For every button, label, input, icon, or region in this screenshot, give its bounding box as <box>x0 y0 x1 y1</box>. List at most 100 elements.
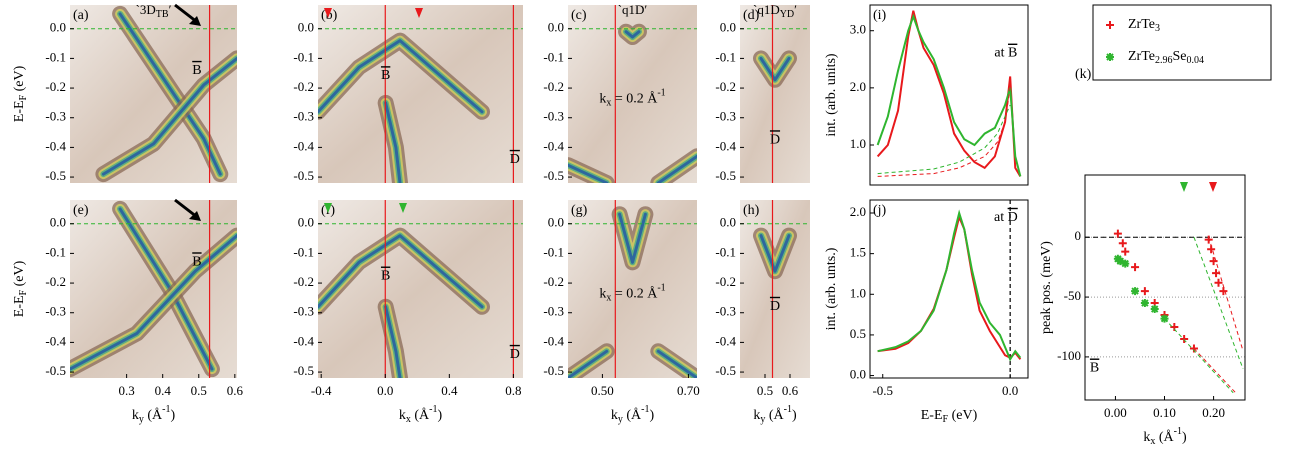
spectrum-image <box>740 200 810 378</box>
text-part: B <box>192 63 201 78</box>
y-tick-label: 1.0 <box>850 136 866 151</box>
spectral-band <box>759 56 791 82</box>
arrow-head <box>189 16 201 26</box>
spectral-band <box>656 154 697 183</box>
panel-label: (c) <box>571 8 587 23</box>
x-tick-label: 0.0 <box>377 383 393 398</box>
y-tick-label: -0.3 <box>543 109 564 124</box>
y-tick-label: -0.2 <box>293 79 314 94</box>
y-tick-label: 3.0 <box>850 22 866 37</box>
text-part: -1 <box>1174 426 1182 437</box>
plot-frame <box>869 4 1029 186</box>
y-tick-label: 0 <box>1075 228 1082 243</box>
panel-title: `q1D′ <box>618 2 648 17</box>
y-axis-label: int. (arb. unts.) <box>824 247 839 330</box>
text-part: y <box>618 414 623 425</box>
y-tick-label: -0.3 <box>45 304 66 319</box>
text-part: -1 <box>162 404 170 415</box>
text-part: x <box>606 98 611 109</box>
x-axis-label: ky (Å-1) <box>132 404 176 425</box>
y-tick-label: 0.0 <box>298 20 314 35</box>
panel <box>318 200 523 378</box>
annotation: B <box>192 255 201 270</box>
annotation: D <box>510 152 520 167</box>
text-part: k <box>611 408 618 423</box>
text-part: = 0.2 Å <box>611 286 658 302</box>
y-tick-label: -0.4 <box>715 138 736 153</box>
text-part: B <box>1090 361 1099 376</box>
spectral-band <box>624 30 641 39</box>
fit-line <box>1193 348 1237 394</box>
panel-label: (h) <box>743 203 760 218</box>
arrow-head <box>399 203 407 213</box>
text-part: `q1D <box>753 2 780 17</box>
text-part: B <box>1008 46 1017 61</box>
y-tick-label: -0.5 <box>543 363 564 378</box>
text-part: -1 <box>429 404 437 415</box>
text-part: (eV) <box>12 65 27 94</box>
y-tick-label: -0.5 <box>45 363 66 378</box>
arrow-head <box>324 203 332 213</box>
text-part: ) <box>437 408 442 423</box>
y-tick-label: -0.1 <box>543 244 564 259</box>
spectrum-line <box>877 209 1022 362</box>
annotation: B <box>381 269 390 284</box>
data-point <box>1121 247 1130 256</box>
text-part: y <box>139 414 144 425</box>
spectrum-image <box>740 5 810 183</box>
legend-label: ZrTe2.96Se0.04 <box>1128 49 1204 66</box>
data-point <box>1113 229 1122 238</box>
x-tick-label: 0.20 <box>1202 405 1225 420</box>
panel <box>1085 229 1245 394</box>
x-tick-label: 0.70 <box>677 383 700 398</box>
data-point <box>1118 239 1127 248</box>
spectrum-image <box>318 5 523 183</box>
y-tick-label: -0.4 <box>45 138 66 153</box>
text-part: k <box>599 287 606 302</box>
y-tick-label: -0.3 <box>715 109 736 124</box>
y-tick-label: 0.0 <box>720 20 736 35</box>
y-tick-label: 0.0 <box>50 215 66 230</box>
text-part: D <box>510 347 520 362</box>
text-part: k <box>1143 430 1150 445</box>
annotation: at D <box>994 210 1018 225</box>
y-tick-label: -0.2 <box>45 79 66 94</box>
text-part: ) <box>792 408 797 423</box>
text-part: -1 <box>657 283 665 294</box>
annotation: B <box>192 63 201 78</box>
y-tick-label: 0.0 <box>548 20 564 35</box>
legend-box <box>1092 4 1272 81</box>
y-tick-label: -0.3 <box>543 304 564 319</box>
text-part: D <box>510 152 520 167</box>
y-tick-label: 0.0 <box>548 215 564 230</box>
spectral-band <box>618 212 647 264</box>
panel <box>70 5 237 183</box>
y-tick-label: 0.0 <box>298 215 314 230</box>
data-point <box>1212 269 1221 278</box>
text-part: Se <box>1173 49 1187 64</box>
text-part: x <box>406 414 411 425</box>
text-part: F <box>943 414 949 425</box>
x-axis-label: kx (Å-1) <box>399 404 443 425</box>
y-tick-label: -0.1 <box>45 49 66 64</box>
x-tick-label: -0.5 <box>872 383 893 398</box>
y-tick-label: -0.4 <box>543 333 564 348</box>
annotation: at B <box>994 46 1017 61</box>
spectral-band <box>568 349 609 378</box>
text-part: ′ <box>169 2 172 17</box>
y-tick-label: 1.5 <box>850 245 866 260</box>
y-tick-label: -0.5 <box>293 168 314 183</box>
y-tick-label: 1.0 <box>850 285 866 300</box>
text-part: at <box>994 210 1008 225</box>
y-tick-label: -0.5 <box>715 168 736 183</box>
spectral-band <box>656 349 697 378</box>
y-axis-label: peak pos. (meV) <box>1039 241 1054 334</box>
y-tick-label: -0.1 <box>715 244 736 259</box>
text-part: (Å <box>411 407 430 423</box>
y-tick-label: -50 <box>1064 288 1081 303</box>
data-point <box>1219 287 1228 296</box>
text-part: (eV) <box>948 408 977 423</box>
data-point <box>1140 299 1149 308</box>
text-part: TB <box>156 9 169 20</box>
spectral-band <box>101 56 237 176</box>
